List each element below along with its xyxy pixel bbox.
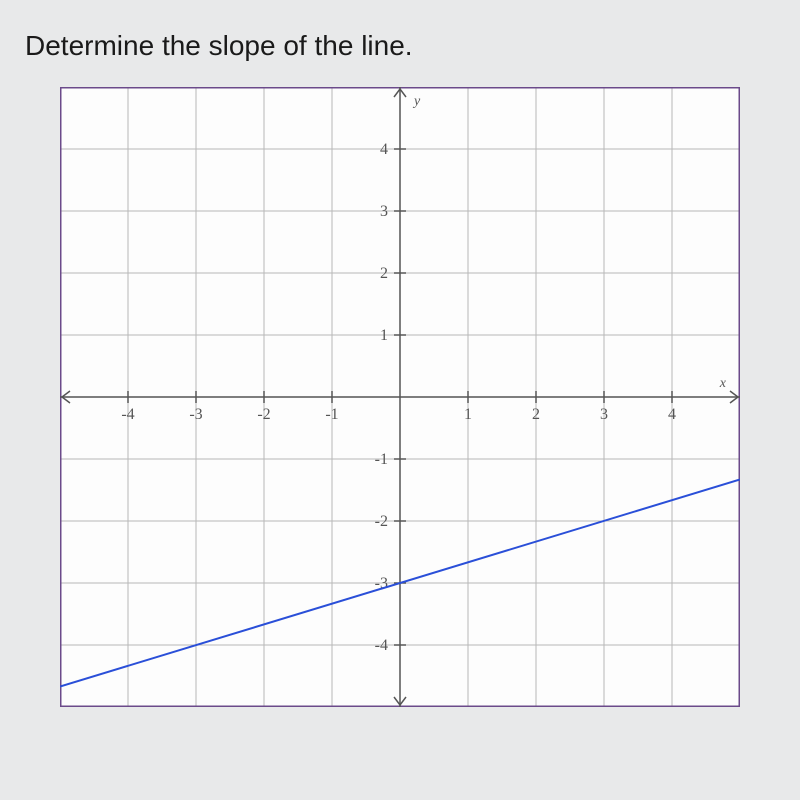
svg-text:2: 2	[380, 265, 388, 282]
svg-text:4: 4	[668, 406, 676, 423]
svg-text:3: 3	[380, 203, 388, 220]
svg-text:-2: -2	[257, 406, 270, 423]
svg-text:2: 2	[532, 406, 540, 423]
svg-text:3: 3	[600, 406, 608, 423]
svg-text:x: x	[719, 376, 727, 391]
svg-text:-1: -1	[325, 406, 338, 423]
svg-text:4: 4	[380, 141, 388, 158]
coordinate-plane-chart: -4-3-2-11234-4-3-2-11234yx	[60, 87, 740, 707]
svg-text:1: 1	[380, 327, 388, 344]
question-prompt: Determine the slope of the line.	[25, 30, 775, 62]
svg-text:-3: -3	[189, 406, 202, 423]
svg-text:-2: -2	[375, 513, 388, 530]
svg-text:1: 1	[464, 406, 472, 423]
svg-text:-4: -4	[375, 637, 388, 654]
svg-text:-4: -4	[121, 406, 134, 423]
coordinate-plane-svg: -4-3-2-11234-4-3-2-11234yx	[60, 87, 740, 707]
svg-text:-1: -1	[375, 451, 388, 468]
svg-text:y: y	[412, 94, 421, 109]
